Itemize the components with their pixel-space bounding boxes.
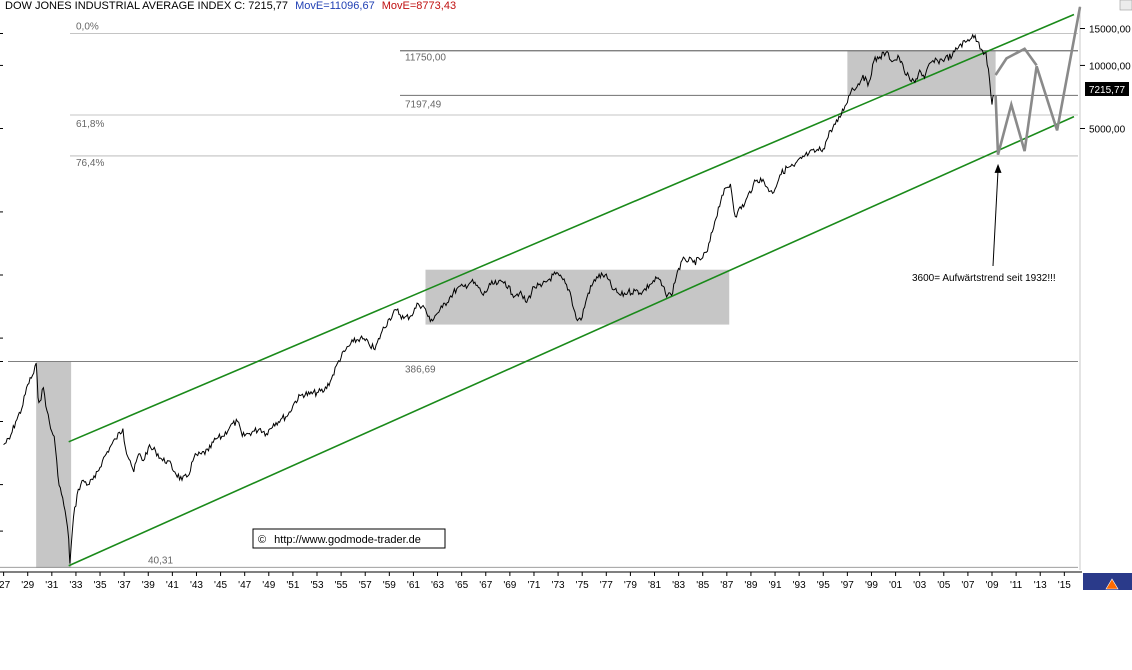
chart-title: DOW JONES INDUSTRIAL AVERAGE INDEX C: 72… [5, 0, 288, 12]
level-label-7: 40,31 [148, 555, 173, 566]
price-series-line [3, 33, 995, 564]
channel-upper-line [68, 13, 1075, 443]
x-tick-label-79: '79 [624, 580, 637, 591]
x-tick-label-95: '95 [817, 580, 830, 591]
x-tick-label-29: '29 [21, 580, 34, 591]
x-tick-label-59: '59 [383, 580, 396, 591]
x-tick-label-05: '05 [937, 580, 950, 591]
x-tick-label-67: '67 [479, 580, 492, 591]
x-tick-label-01: '01 [889, 580, 902, 591]
x-tick-label-51: '51 [286, 580, 299, 591]
y-tick-label-1: 15000,00 [1089, 25, 1131, 36]
x-tick-label-11: '11 [1010, 580, 1023, 591]
x-tick-label-71: '71 [527, 580, 540, 591]
x-tick-label-89: '89 [744, 580, 757, 591]
x-tick-label-57: '57 [359, 580, 372, 591]
x-tick-label-53: '53 [310, 580, 323, 591]
current-value-text: 7215,77 [1089, 85, 1126, 96]
x-tick-label-73: '73 [552, 580, 565, 591]
corner-box [1083, 573, 1132, 590]
x-tick-label-35: '35 [94, 580, 107, 591]
ma1-label: MovE=11096,67 [295, 0, 375, 12]
annotation-arrow-head [994, 163, 1002, 173]
level-label-3: 7197,49 [405, 99, 442, 110]
x-tick-label-43: '43 [190, 580, 203, 591]
current-value-badge [1085, 82, 1129, 96]
x-tick-label-65: '65 [455, 580, 468, 591]
source-box [252, 528, 446, 549]
x-tick-label-37: '37 [118, 580, 131, 591]
copyright-icon: © [258, 534, 266, 546]
annotation-arrow-line [992, 169, 999, 267]
x-tick-label-55: '55 [335, 580, 348, 591]
level-label-5: 76,4% [76, 158, 104, 169]
level-label-6: 386,69 [405, 364, 436, 375]
channel-lower-line [68, 115, 1075, 567]
level-label-4: 61,8% [76, 119, 104, 130]
x-tick-label-97: '97 [841, 580, 854, 591]
x-tick-label-07: '07 [961, 580, 974, 591]
consolidation-zone-1 [36, 361, 72, 568]
x-tick-label-87: '87 [720, 580, 733, 591]
x-tick-label-77: '77 [600, 580, 613, 591]
x-tick-label-49: '49 [262, 580, 275, 591]
source-label: © http://www.godmode-trader.de [258, 534, 421, 546]
x-tick-label-99: '99 [865, 580, 878, 591]
x-tick-label-39: '39 [142, 580, 155, 591]
x-tick-label-03: '03 [913, 580, 926, 591]
x-tick-label-47: '47 [238, 580, 251, 591]
x-tick-label-15: '15 [1058, 580, 1071, 591]
chart-header: DOW JONES INDUSTRIAL AVERAGE INDEX C: 72… [5, 0, 456, 12]
projection-path-2 [994, 6, 1082, 156]
x-tick-label-41: '41 [166, 580, 179, 591]
x-tick-label-69: '69 [503, 580, 516, 591]
ma2-label: MovE=8773,43 [382, 0, 456, 12]
x-tick-label-93: '93 [793, 580, 806, 591]
header-close-box[interactable] [1119, 0, 1132, 11]
source-url: http://www.godmode-trader.de [274, 534, 421, 546]
x-tick-label-81: '81 [648, 580, 661, 591]
x-tick-label-75: '75 [576, 580, 589, 591]
x-tick-label-31: '31 [45, 580, 58, 591]
x-tick-label-91: '91 [769, 580, 782, 591]
projection-path-1 [994, 47, 1038, 76]
annotation-text: 3600= Aufwärtstrend seit 1932!!! [912, 273, 1056, 284]
x-tick-label-27: '27 [0, 580, 11, 591]
x-tick-label-09: '09 [985, 580, 998, 591]
consolidation-zone-2 [425, 269, 730, 325]
x-tick-label-13: '13 [1034, 580, 1047, 591]
corner-arrow-icon [1105, 578, 1119, 590]
x-tick-label-63: '63 [431, 580, 444, 591]
level-label-1: 0,0% [76, 22, 99, 33]
x-tick-label-85: '85 [696, 580, 709, 591]
y-tick-label-3: 5000,00 [1089, 125, 1126, 136]
x-tick-label-33: '33 [69, 580, 82, 591]
level-label-2: 11750,00 [405, 53, 446, 64]
x-tick-label-83: '83 [672, 580, 685, 591]
x-tick-label-61: '61 [407, 580, 420, 591]
y-tick-label-2: 10000,00 [1089, 61, 1131, 72]
x-tick-label-45: '45 [214, 580, 227, 591]
